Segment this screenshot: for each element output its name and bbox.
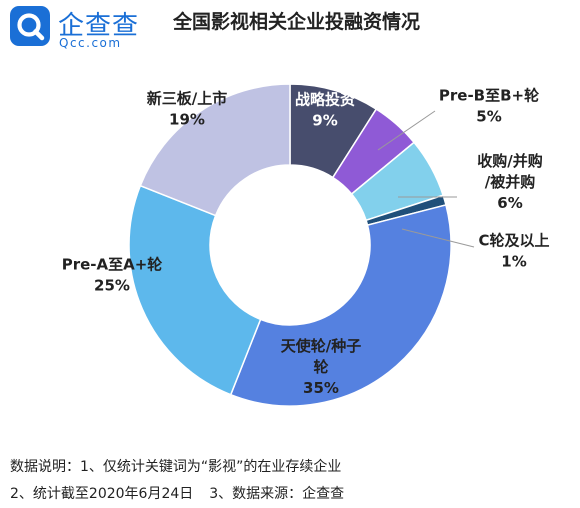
slice-percent-5: 25%	[94, 277, 130, 295]
slice-label-1-0: Pre-B至B+轮	[439, 87, 539, 105]
slice-percent-3: 1%	[501, 253, 526, 271]
note-line-2: 2、统计截至2020年6月24日 3、数据来源：企查查	[10, 481, 344, 508]
leader-line-3	[401, 228, 475, 248]
slice-label-2-1: /被并购	[485, 173, 535, 191]
donut-slice-4	[229, 204, 452, 407]
leader-line-1	[377, 110, 436, 151]
slice-percent-4: 35%	[303, 379, 339, 397]
chart-title: 全国影视相关企业投融资情况	[173, 11, 421, 33]
slice-label-6-0: 新三板/上市	[147, 90, 227, 108]
donut-slice-5	[128, 184, 262, 396]
donut-slices	[128, 83, 452, 407]
slice-percent-6: 19%	[169, 111, 205, 129]
logo: 企查查 Qcc.com	[10, 6, 160, 52]
chart-notes: 数据说明：1、仅统计关键词为“影视”的在业存续企业 2、统计截至2020年6月2…	[10, 454, 344, 508]
slice-label-4-1: 轮	[313, 358, 328, 376]
slice-percent-0: 9%	[312, 112, 337, 130]
slice-percent-2: 6%	[497, 194, 522, 212]
note-line-1: 数据说明：1、仅统计关键词为“影视”的在业存续企业	[10, 459, 342, 475]
slice-percent-1: 5%	[476, 108, 501, 126]
note-source: 3、数据来源：企查查	[209, 486, 345, 502]
logo-name: 企查查	[58, 11, 140, 41]
slice-label-5-0: Pre-A至A+轮	[62, 256, 163, 274]
slice-label-0-0: 战略投资	[295, 91, 355, 109]
donut-chart: 战略投资 9% Pre-B至B+轮 5% 收购/并购/被并购 6% C轮及以上 1% 天使轮/种…	[62, 83, 550, 407]
note-date: 2、统计截至2020年6月24日	[10, 486, 194, 502]
leader-lines	[377, 110, 475, 248]
slice-label-2-0: 收购/并购	[477, 152, 542, 170]
donut-slice-6	[139, 83, 291, 217]
qcc-logo-icon	[10, 6, 50, 46]
slice-label-3-0: C轮及以上	[478, 232, 549, 250]
logo-domain: Qcc.com	[59, 36, 122, 50]
slice-labels: 战略投资 9% Pre-B至B+轮 5% 收购/并购/被并购 6% C轮及以上 1% 天使轮/种…	[62, 87, 550, 398]
slice-label-4-0: 天使轮/种子	[281, 337, 361, 355]
